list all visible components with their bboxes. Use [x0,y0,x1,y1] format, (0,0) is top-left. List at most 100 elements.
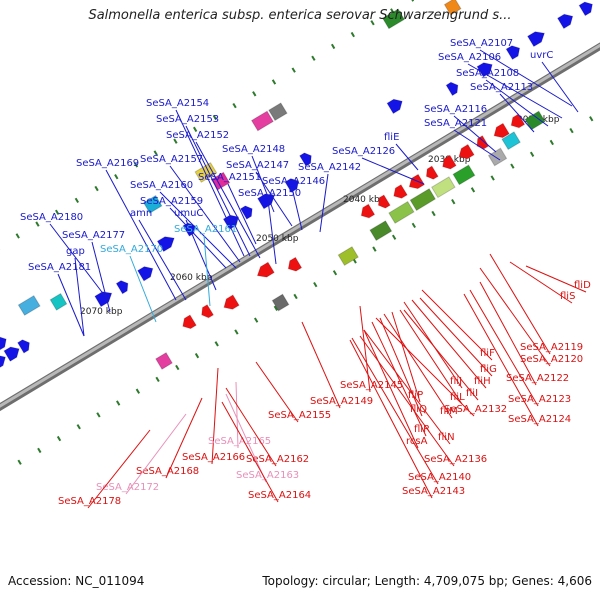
gene-function-box [501,131,521,151]
gene-leader-line [479,281,537,386]
gene-leader-line [138,219,187,301]
axis-tick [391,234,397,240]
gene-leader-line [125,413,187,495]
gene-leader-line [419,297,493,377]
axis-tick [15,233,20,239]
reverse-gene-arrow [201,304,215,319]
gene-leader-line [195,141,261,259]
gene-label: fliG [480,364,497,375]
axis-tick [569,127,574,134]
gene-leader-line [403,309,479,401]
axis-tick-label: 2060 kbp [170,273,213,283]
gene-label: SeSA_A2168 [136,466,199,477]
gene-leader-line [87,429,151,509]
gene-leader-line [351,337,439,485]
gene-leader-line [221,401,279,503]
backbone-highlight [0,43,600,408]
gene-leader-line [525,265,587,293]
axis-tick [529,151,535,157]
gene-label: SeSA_A2121 [424,118,487,129]
forward-gene-arrow [3,346,20,362]
gene-leader-line [375,317,475,417]
forward-gene-arrow [386,98,403,115]
gene-label: SeSA_A2152 [166,130,229,141]
gene-label: SeSA_A2132 [444,404,507,415]
gene-leader-line [169,165,241,263]
forward-gene-arrow [257,193,276,210]
reverse-gene-arrow [182,314,197,330]
axis-tick [194,353,200,359]
gene-label: amn [130,208,152,219]
gene-leader-line [395,143,419,171]
backbone-group [0,42,600,412]
gene-label: SeSA_A2148 [222,144,285,155]
gene-label: SeSA_A2177 [62,230,125,241]
axis-tick [330,43,336,50]
axis-tick [589,116,594,122]
gene-label: SeSA_A2119 [520,342,583,353]
forward-gene-arrow [115,280,129,295]
axis-tick [510,163,515,169]
axis-tick [451,199,456,205]
gene-leader-line [541,61,579,113]
forward-gene-arrow [556,13,574,30]
forward-gene-arrow [299,152,312,167]
gene-label: SeSA_A2170 [100,244,163,255]
gene-label: SeSA_A2160 [130,180,193,191]
axis-tick [313,281,318,288]
gene-leader-line [411,299,487,389]
gene-label: SeSA_A2164 [248,490,311,501]
forward-gene-arrow [445,81,459,97]
gene-function-box [443,0,462,16]
gene-leader-line [203,235,211,307]
gene-label: fliJ [450,376,462,387]
gene-label: SeSA_A2149 [310,396,373,407]
gene-leader-line [129,255,157,323]
forward-gene-arrow [0,336,7,351]
gene-label: fliF [480,348,495,359]
gene-label: fliN [438,432,455,443]
gene-label: SeSA_A2178 [58,496,121,507]
gene-label: umuC [174,208,203,219]
gene-leader-line [169,207,227,269]
axis-tick [116,400,121,406]
gene-leader-line [359,305,371,393]
gene-label: SeSA_A2145 [340,380,403,391]
gene-leader-line [499,93,535,133]
gene-label: fliQ [410,404,427,415]
axis-tick [76,424,81,430]
reverse-gene-arrow [425,165,439,180]
gene-leader-line [251,155,275,213]
gene-label: SeSA_A2181 [28,262,91,273]
axis-tick [332,270,338,276]
gene-label: SeSA_A2140 [408,472,471,483]
gene-leader-line [159,191,237,269]
gene-label: SeSA_A2106 [438,52,501,63]
gene-function-box [431,176,456,199]
reverse-gene-arrow [442,154,457,170]
gene-leader-line [49,223,109,301]
gene-label: fliM [440,406,458,417]
axis-tick [431,210,436,217]
gene-label: SeSA_A2166 [182,452,245,463]
axis-tick [273,305,279,311]
axis-tick [234,329,239,335]
gene-leader-line [235,381,239,449]
gene-function-box [452,164,476,186]
axis-tick [214,341,219,347]
gene-label: SeSA_A2162 [246,454,309,465]
gene-label: SeSA_A2126 [332,146,395,157]
gene-label: SeSA_A2157 [140,154,203,165]
gene-function-box [382,8,405,30]
gene-label: SeSA_A2120 [520,354,583,365]
axis-tick [74,197,80,204]
gene-function-box [155,352,173,370]
axis-tick [56,435,62,442]
gene-label: SeSA_A2180 [20,212,83,223]
axis-tick [252,91,257,97]
gene-label: SeSA_A2122 [506,373,569,384]
axis-tick [94,185,99,192]
reverse-gene-arrow [493,122,510,139]
gene-label: SeSA_A2153 [156,114,219,125]
